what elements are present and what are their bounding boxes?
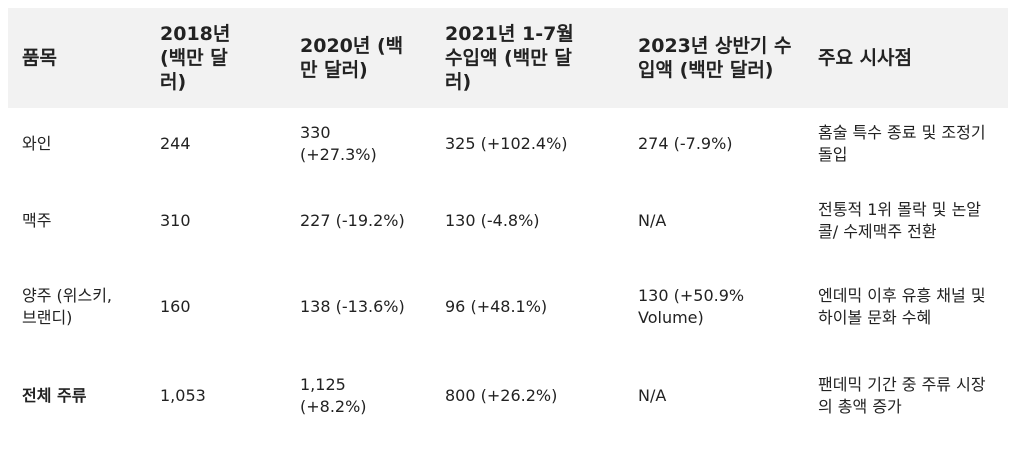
cell-text: 130 (-4.8%) bbox=[445, 211, 540, 230]
table-cell: 팬데믹 기간 중 주류 시장의 총액 증가 bbox=[818, 352, 1008, 440]
cell-text: 244 bbox=[160, 134, 191, 153]
cell-text: 맥주 bbox=[22, 211, 52, 230]
table-row: 양주 (위스키, 브랜디) 160 138 (-13.6%) 96 (+48.1%) 1… bbox=[8, 262, 1008, 352]
cell-text: 팬데믹 기간 중 주류 시장의 총액 증가 bbox=[818, 375, 986, 416]
cell-text: N/A bbox=[638, 211, 667, 230]
header-cell: 2018년 (백만 달러) bbox=[160, 8, 300, 108]
table-cell: 800 (+26.2%) bbox=[445, 352, 638, 440]
table-cell: 양주 (위스키, 브랜디) bbox=[8, 262, 160, 352]
table-cell: 1,125 (+8.2%) bbox=[300, 352, 445, 440]
header-cell: 2023년 상반기 수입액 (백만 달러) bbox=[638, 8, 818, 108]
header-text: 2023년 상반기 수입액 (백만 달러) bbox=[638, 35, 792, 81]
cell-text: 와인 bbox=[22, 134, 52, 153]
table-cell: 330 (+27.3%) bbox=[300, 108, 445, 180]
cell-text: 310 bbox=[160, 211, 191, 230]
table-cell: N/A bbox=[638, 352, 818, 440]
cell-text: 전체 주류 bbox=[22, 386, 87, 405]
cell-text: N/A bbox=[638, 386, 667, 405]
cell-text: 130 (+50.9% Volume) bbox=[638, 286, 745, 327]
table-row: 와인 244 330 (+27.3%) 325 (+102.4%) 274 (-7.9%… bbox=[8, 108, 1008, 180]
table-cell: 홈술 특수 종료 및 조정기 돌입 bbox=[818, 108, 1008, 180]
table-cell: 160 bbox=[160, 262, 300, 352]
table-cell: 325 (+102.4%) bbox=[445, 108, 638, 180]
header-text: 2020년 (백만 달러) bbox=[300, 35, 404, 81]
table-row: 맥주 310 227 (-19.2%) 130 (-4.8%) N/A 전통적 1위 몰락… bbox=[8, 180, 1008, 262]
table-cell: 전통적 1위 몰락 및 논알콜/ 수제맥주 전환 bbox=[818, 180, 1008, 262]
table-cell: 138 (-13.6%) bbox=[300, 262, 445, 352]
table-cell: 274 (-7.9%) bbox=[638, 108, 818, 180]
header-text: 2018년 (백만 달러) bbox=[160, 23, 231, 93]
cell-text: 96 (+48.1%) bbox=[445, 297, 548, 316]
cell-text: 330 (+27.3%) bbox=[300, 123, 377, 164]
header-text: 2021년 1-7월 수입액 (백만 달러) bbox=[445, 23, 574, 93]
table-cell: 1,053 bbox=[160, 352, 300, 440]
table-body: 와인 244 330 (+27.3%) 325 (+102.4%) 274 (-7.9%… bbox=[8, 108, 1008, 440]
cell-text: 325 (+102.4%) bbox=[445, 134, 568, 153]
table-cell: 맥주 bbox=[8, 180, 160, 262]
table-cell: 130 (+50.9% Volume) bbox=[638, 262, 818, 352]
header-text: 품목 bbox=[22, 47, 57, 69]
table-cell: 310 bbox=[160, 180, 300, 262]
cell-text: 138 (-13.6%) bbox=[300, 297, 405, 316]
table-cell: 244 bbox=[160, 108, 300, 180]
header-text: 주요 시사점 bbox=[818, 47, 913, 69]
cell-text: 274 (-7.9%) bbox=[638, 134, 733, 153]
cell-text: 1,125 (+8.2%) bbox=[300, 375, 367, 416]
cell-text: 홈술 특수 종료 및 조정기 돌입 bbox=[818, 123, 986, 164]
table-cell: 130 (-4.8%) bbox=[445, 180, 638, 262]
table-cell: 와인 bbox=[8, 108, 160, 180]
header-row: 품목 2018년 (백만 달러) 2020년 (백만 달러) 2021년 1-7월 수… bbox=[8, 8, 1008, 108]
cell-text: 양주 (위스키, 브랜디) bbox=[22, 286, 113, 327]
cell-text: 227 (-19.2%) bbox=[300, 211, 405, 230]
table-cell: 96 (+48.1%) bbox=[445, 262, 638, 352]
cell-text: 1,053 bbox=[160, 386, 206, 405]
cell-text: 160 bbox=[160, 297, 191, 316]
cell-text: 전통적 1위 몰락 및 논알콜/ 수제맥주 전환 bbox=[818, 200, 982, 241]
cell-text: 엔데믹 이후 유흥 채널 및 하이볼 문화 수혜 bbox=[818, 286, 986, 327]
header-cell: 품목 bbox=[8, 8, 160, 108]
cell-text: 800 (+26.2%) bbox=[445, 386, 558, 405]
table-cell: 엔데믹 이후 유흥 채널 및 하이볼 문화 수혜 bbox=[818, 262, 1008, 352]
header-cell: 2020년 (백만 달러) bbox=[300, 8, 445, 108]
table-row: 전체 주류 1,053 1,125 (+8.2%) 800 (+26.2%) N/A 팬데… bbox=[8, 352, 1008, 440]
header-cell: 2021년 1-7월 수입액 (백만 달러) bbox=[445, 8, 638, 108]
table-cell: 227 (-19.2%) bbox=[300, 180, 445, 262]
header-cell: 주요 시사점 bbox=[818, 8, 1008, 108]
table-cell: 전체 주류 bbox=[8, 352, 160, 440]
table-cell: N/A bbox=[638, 180, 818, 262]
data-table: 품목 2018년 (백만 달러) 2020년 (백만 달러) 2021년 1-7월 수… bbox=[8, 8, 1008, 440]
